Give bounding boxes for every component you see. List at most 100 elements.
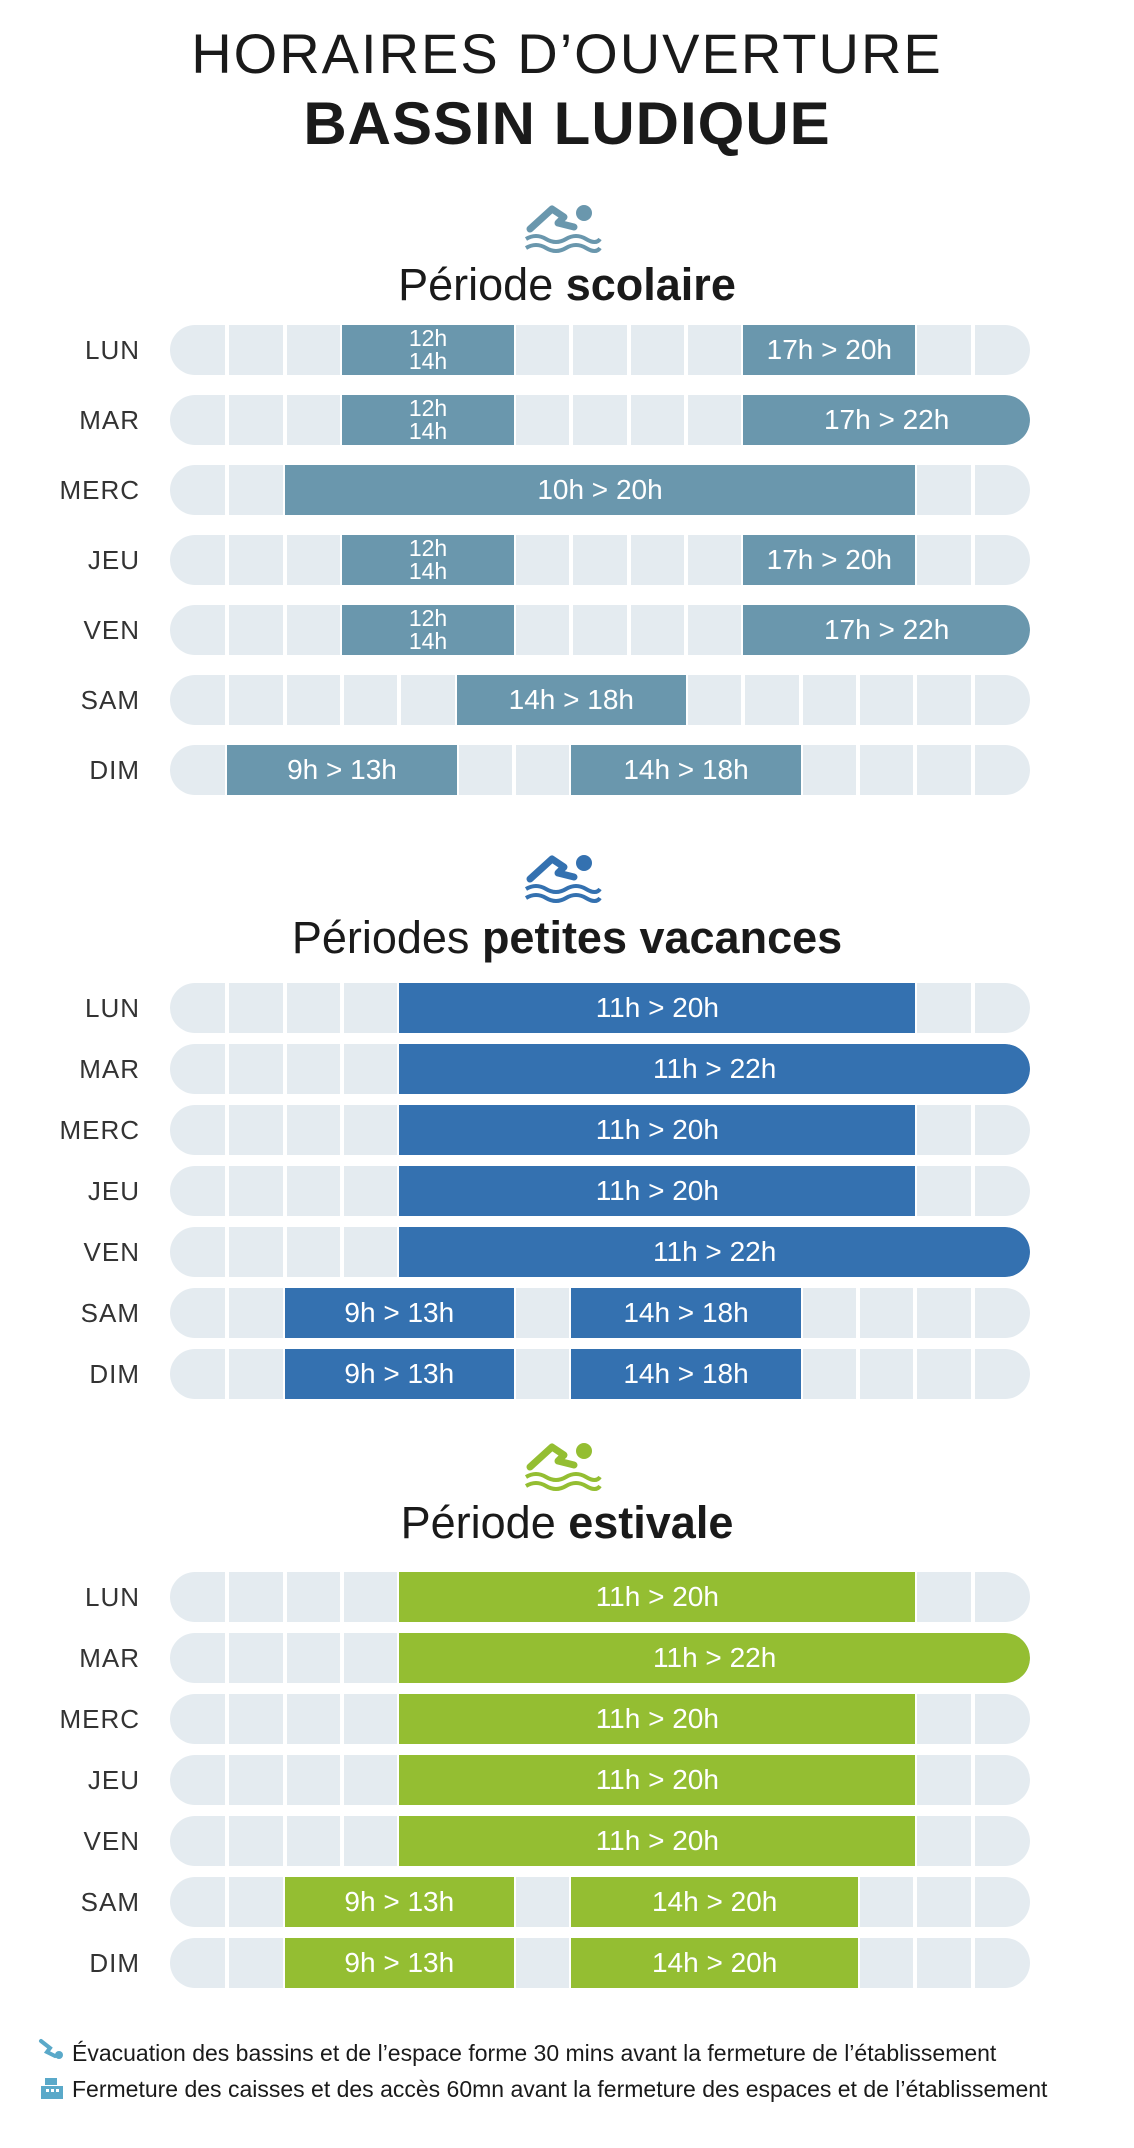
hour-divider bbox=[970, 1816, 975, 1866]
opening-slot: 17h > 20h bbox=[743, 535, 916, 585]
hour-divider bbox=[512, 1349, 516, 1399]
opening-slot: 12h 14h bbox=[342, 535, 514, 585]
hour-divider bbox=[741, 675, 746, 725]
hour-divider bbox=[569, 395, 574, 445]
opening-slot: 11h > 20h bbox=[399, 1572, 916, 1622]
hour-divider bbox=[282, 1755, 287, 1805]
hour-divider bbox=[626, 395, 631, 445]
hour-divider bbox=[913, 1755, 918, 1805]
hour-divider bbox=[340, 1694, 344, 1744]
schedule-row: MAR 11h > 22h bbox=[0, 1044, 1134, 1094]
hour-divider bbox=[282, 1227, 287, 1277]
hour-divider bbox=[282, 1166, 287, 1216]
hour-divider bbox=[684, 605, 688, 655]
opening-slot: 9h > 13h bbox=[284, 1288, 514, 1338]
hour-divider bbox=[684, 395, 688, 445]
opening-slot: 11h > 20h bbox=[399, 983, 916, 1033]
schedule-row: DIM 9h > 13h 14h > 18h bbox=[0, 1349, 1134, 1399]
hour-divider bbox=[225, 1166, 230, 1216]
opening-slot: 14h > 20h bbox=[571, 1938, 858, 1988]
hour-divider bbox=[225, 1755, 230, 1805]
hour-divider bbox=[970, 465, 975, 515]
hour-divider bbox=[512, 395, 516, 445]
schedule-row: MERC 11h > 20h bbox=[0, 1694, 1134, 1744]
schedule-row: LUN 11h > 20h bbox=[0, 983, 1134, 1033]
schedule-row: JEU 11h > 20h bbox=[0, 1755, 1134, 1805]
hour-divider bbox=[512, 1938, 516, 1988]
hour-divider bbox=[512, 1877, 516, 1927]
hours-track: 12h 14h 17h > 20h bbox=[170, 535, 1030, 585]
hour-divider bbox=[626, 535, 631, 585]
hour-divider bbox=[913, 1572, 918, 1622]
hours-track: 9h > 13h 14h > 18h bbox=[170, 1349, 1030, 1399]
day-label: MAR bbox=[79, 1054, 140, 1084]
hour-divider bbox=[569, 605, 574, 655]
day-label: MERC bbox=[59, 475, 140, 505]
hour-divider bbox=[512, 745, 516, 795]
hour-divider bbox=[856, 675, 860, 725]
schedule-row: MERC 11h > 20h bbox=[0, 1105, 1134, 1155]
hour-divider bbox=[970, 1349, 975, 1399]
hour-divider bbox=[856, 1938, 860, 1988]
opening-slot: 14h > 18h bbox=[571, 1349, 801, 1399]
footer-note-closing: Fermeture des caisses et des accès 60mn … bbox=[38, 2074, 1047, 2104]
hours-track: 11h > 20h bbox=[170, 1105, 1030, 1155]
hour-divider bbox=[282, 1572, 287, 1622]
hour-divider bbox=[225, 675, 230, 725]
schedule-row: MAR 12h 14h 17h > 22h bbox=[0, 395, 1134, 445]
day-label: SAM bbox=[80, 1887, 140, 1917]
slot-end: 14h bbox=[408, 348, 448, 374]
hour-divider bbox=[856, 1877, 860, 1927]
day-label: SAM bbox=[80, 1298, 140, 1328]
hour-divider bbox=[225, 1288, 230, 1338]
title-line-1: HORAIRES D’OUVERTURE bbox=[191, 22, 943, 85]
hours-track: 9h > 13h 14h > 18h bbox=[170, 1288, 1030, 1338]
hour-divider bbox=[225, 325, 230, 375]
opening-slot: 11h > 20h bbox=[399, 1105, 916, 1155]
hour-divider bbox=[913, 535, 918, 585]
hour-divider bbox=[282, 1044, 287, 1094]
hours-track: 12h 14h 17h > 22h bbox=[170, 395, 1030, 445]
opening-slot: 9h > 13h bbox=[284, 1877, 514, 1927]
hours-track: 11h > 22h bbox=[170, 1633, 1030, 1683]
hour-divider bbox=[970, 1694, 975, 1744]
opening-slot: 11h > 20h bbox=[399, 1166, 916, 1216]
opening-slot: 10h > 20h bbox=[284, 465, 916, 515]
opening-slot: 17h > 22h bbox=[743, 605, 1030, 655]
period-title-normal: Période bbox=[398, 259, 566, 310]
opening-slot: 11h > 22h bbox=[399, 1044, 1030, 1094]
hour-divider bbox=[340, 1166, 344, 1216]
hour-divider bbox=[225, 1694, 230, 1744]
hours-track: 11h > 20h bbox=[170, 1816, 1030, 1866]
hour-divider bbox=[225, 983, 230, 1033]
slot-end: 14h bbox=[408, 418, 448, 444]
hour-divider bbox=[798, 1349, 803, 1399]
hour-divider bbox=[282, 1694, 287, 1744]
schedule-row: VEN 12h 14h 17h > 22h bbox=[0, 605, 1134, 655]
day-label: MAR bbox=[79, 1643, 140, 1673]
hour-divider bbox=[970, 1572, 975, 1622]
day-label: JEU bbox=[87, 1176, 140, 1206]
hour-divider bbox=[626, 605, 631, 655]
hour-divider bbox=[970, 1166, 975, 1216]
schedule-row: MAR 11h > 22h bbox=[0, 1633, 1134, 1683]
hour-divider bbox=[512, 325, 516, 375]
hours-track: 11h > 22h bbox=[170, 1044, 1030, 1094]
opening-slot: 11h > 22h bbox=[399, 1227, 1030, 1277]
hour-divider bbox=[913, 1816, 918, 1866]
hours-track: 9h > 13h 14h > 20h bbox=[170, 1877, 1030, 1927]
diver-icon bbox=[38, 2038, 66, 2066]
hour-divider bbox=[970, 1105, 975, 1155]
hour-divider bbox=[282, 1105, 287, 1155]
hour-divider bbox=[913, 1288, 918, 1338]
hour-divider bbox=[282, 675, 287, 725]
footer-note-evacuation: Évacuation des bassins et de l’espace fo… bbox=[38, 2038, 996, 2068]
hour-divider bbox=[970, 1755, 975, 1805]
opening-slot: 11h > 20h bbox=[399, 1816, 916, 1866]
hour-divider bbox=[913, 1349, 918, 1399]
opening-slot: 12h 14h bbox=[342, 325, 514, 375]
opening-slot: 14h > 20h bbox=[571, 1877, 858, 1927]
hour-divider bbox=[282, 1816, 287, 1866]
hour-divider bbox=[225, 1816, 230, 1866]
hour-divider bbox=[970, 1288, 975, 1338]
